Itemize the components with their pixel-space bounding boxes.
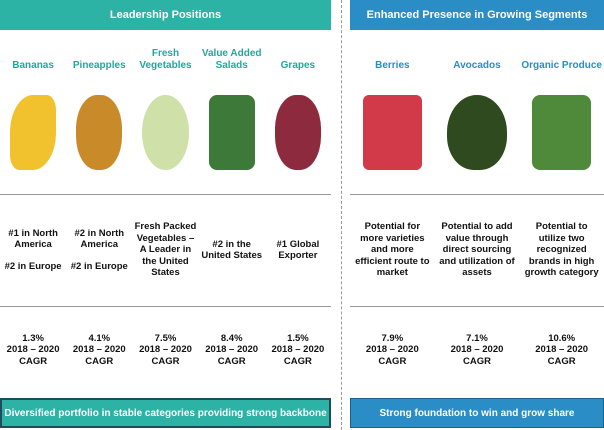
product-image [9,95,57,170]
text-line: #2 in Europe [70,260,128,272]
growth-text: 4.1% 2018 – 2020 CAGR [66,325,132,375]
growth-text: 10.6% 2018 – 2020 CAGR [519,325,604,375]
divider [341,0,342,430]
left-header: Leadership Positions [0,0,331,30]
text-line: #1 in North America [8,227,58,251]
text-line: 2018 – 2020 [271,344,325,356]
text-line: #2 in the United States [201,238,263,262]
text-line: CAGR [462,355,491,367]
text-line: 1.5% [287,332,309,344]
rule [0,194,331,195]
column-name: Berries [350,40,435,72]
rule [350,194,604,195]
text-line: Organic Produce [521,60,602,71]
position-text: #1 Global Exporter [267,205,329,295]
column-name: Fresh Vegetables [132,40,198,72]
growth-text: 1.3% 2018 – 2020 CAGR [0,325,66,375]
text-line: Berries [375,60,410,71]
text-line: #2 in North America [74,227,125,251]
text-line: 1.3% [22,332,44,344]
column-name: Bananas [0,40,66,72]
column-name: Grapes [265,40,331,72]
product-image [362,95,422,170]
text-line: 2018 – 2020 [535,344,589,356]
position-text: Potential for more varieties and more ef… [352,205,433,295]
position-text: Fresh Packed Vegetables – A Leader in th… [134,205,197,295]
text-line: 8.4% [220,332,243,344]
text-line: Vegetables [139,60,192,71]
growth-text: 7.9% 2018 – 2020 CAGR [350,325,435,375]
product-image [447,95,507,170]
growth-text: 7.1% 2018 – 2020 CAGR [435,325,520,375]
text-line: 7.9% [381,332,404,344]
text-line: Potential to utilize two recognized bran… [524,221,599,279]
rule [350,306,604,307]
right-header: Enhanced Presence in Growing Segments [350,0,604,30]
left-footer: Diversified portfolio in stable categori… [0,398,331,428]
product-image [142,95,189,170]
growth-text: 8.4% 2018 – 2020 CAGR [199,325,265,375]
growth-text: 1.5% 2018 – 2020 CAGR [265,325,331,375]
text-line: 2018 – 2020 [365,344,419,356]
text-line: Fresh [151,48,180,59]
text-line: 10.6% [548,332,576,344]
right-footer: Strong foundation to win and grow share [350,398,604,428]
text-line: CAGR [85,355,114,367]
text-line: #1 Global Exporter [276,238,320,262]
text-line: Fresh Packed Vegetables – A Leader in th… [134,221,197,279]
text-line: CAGR [217,355,246,367]
text-line: CAGR [19,355,48,367]
text-line: CAGR [378,355,407,367]
text-line: 2018 – 2020 [139,344,192,356]
rule [0,306,331,307]
text-line: CAGR [283,355,312,367]
column-name: Organic Produce [519,40,604,72]
text-line: Potential for more varieties and more ef… [355,221,430,279]
text-line: 2018 – 2020 [450,344,504,356]
text-line: 7.5% [154,332,177,344]
text-line: Salads [215,60,248,71]
product-image [76,95,123,170]
text-line: Grapes [280,60,316,71]
product-image [208,95,255,170]
product-image [274,95,322,170]
text-line: 4.1% [88,332,111,344]
column-name: Value Added Salads [199,40,265,72]
text-line: Pineapples [72,60,126,71]
position-text: #2 in the United States [201,205,263,295]
text-line: Value Added [201,48,262,59]
text-line: 7.1% [466,332,488,344]
text-line: Avocados [453,60,501,71]
text-line: 2018 – 2020 [205,344,259,356]
text-line: Bananas [12,60,54,71]
text-line: #2 in Europe [4,260,62,272]
position-text: #1 in North America #2 in Europe [2,205,64,295]
position-text: #2 in North America #2 in Europe [68,205,130,295]
text-line: CAGR [547,355,576,367]
growth-text: 7.5% 2018 – 2020 CAGR [132,325,198,375]
text-line: CAGR [151,355,180,367]
product-image [532,95,592,170]
text-line: 2018 – 2020 [72,344,126,356]
position-text: Potential to utilize two recognized bran… [521,205,602,295]
column-name: Pineapples [66,40,132,72]
text-line: Potential to add value through direct so… [439,221,515,279]
position-text: Potential to add value through direct so… [437,205,518,295]
text-line: 2018 – 2020 [6,344,60,356]
column-name: Avocados [435,40,520,72]
